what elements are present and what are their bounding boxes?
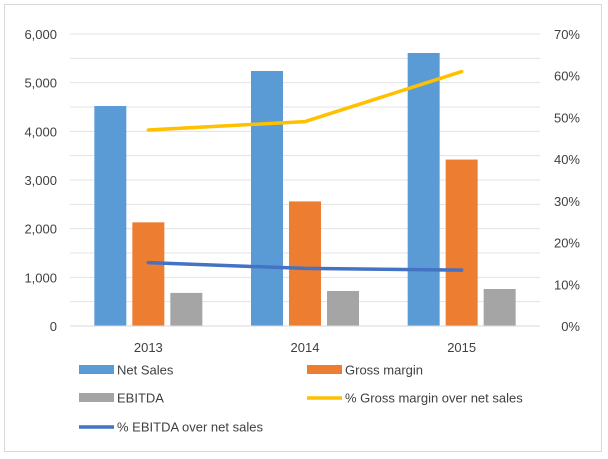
y-right-tick-label: 30% xyxy=(554,194,580,209)
y-left-tick-label: 6,000 xyxy=(24,27,57,42)
y-right-tick-label: 50% xyxy=(554,110,580,125)
y-right-tick-label: 60% xyxy=(554,69,580,84)
y-left-tick-label: 1,000 xyxy=(24,270,57,285)
legend-ebitda-label: EBITDA xyxy=(117,391,164,406)
bar-ebitda xyxy=(170,292,203,326)
x-tick-label: 2015 xyxy=(447,340,476,355)
legend-net-sales-label: Net Sales xyxy=(117,363,174,378)
x-tick-label: 2014 xyxy=(291,340,320,355)
y-left-tick-label: 0 xyxy=(50,319,57,334)
bar-ebitda xyxy=(483,289,516,326)
axes: 0 1,000 2,000 3,000 4,000 5,000 6,000 0% 10% 20% 3… xyxy=(24,27,580,355)
legend: Net Sales Gross margin EBITDA % Gross margi… xyxy=(79,363,523,435)
y-right-tick-label: 20% xyxy=(554,236,580,251)
bar-ebitda xyxy=(327,290,359,326)
y-left-tick-label: 4,000 xyxy=(24,124,57,139)
y-right-tick-label: 70% xyxy=(554,27,580,42)
bars xyxy=(94,52,516,326)
bar-net-sales xyxy=(94,106,127,326)
legend-net-sales-swatch xyxy=(79,365,114,374)
y-left-tick-label: 2,000 xyxy=(24,222,57,237)
legend--gross-margin-over-net-sales-label: % Gross margin over net sales xyxy=(345,391,523,406)
line--ebitda-over-net-sales xyxy=(146,260,464,272)
legend-ebitda-swatch xyxy=(79,393,114,402)
y-right-tick-label: 40% xyxy=(554,152,580,167)
bar-gross-margin xyxy=(289,201,321,326)
legend--ebitda-over-net-sales-label: % EBITDA over net sales xyxy=(117,420,263,435)
bar-gross-margin xyxy=(132,222,165,326)
line--gross-margin-over-net-sales xyxy=(146,69,464,132)
y-right-tick-label: 0% xyxy=(561,319,580,334)
legend-gross-margin-label: Gross margin xyxy=(345,363,423,378)
y-right-tick-label: 10% xyxy=(554,277,580,292)
lines xyxy=(146,69,464,272)
bar-net-sales xyxy=(407,52,440,326)
x-tick-label: 2013 xyxy=(134,340,163,355)
y-left-tick-label: 3,000 xyxy=(24,173,57,188)
bar-gross-margin xyxy=(445,159,478,326)
bar-net-sales xyxy=(251,70,283,326)
y-left-tick-label: 5,000 xyxy=(24,76,57,91)
legend-gross-margin-swatch xyxy=(307,365,342,374)
